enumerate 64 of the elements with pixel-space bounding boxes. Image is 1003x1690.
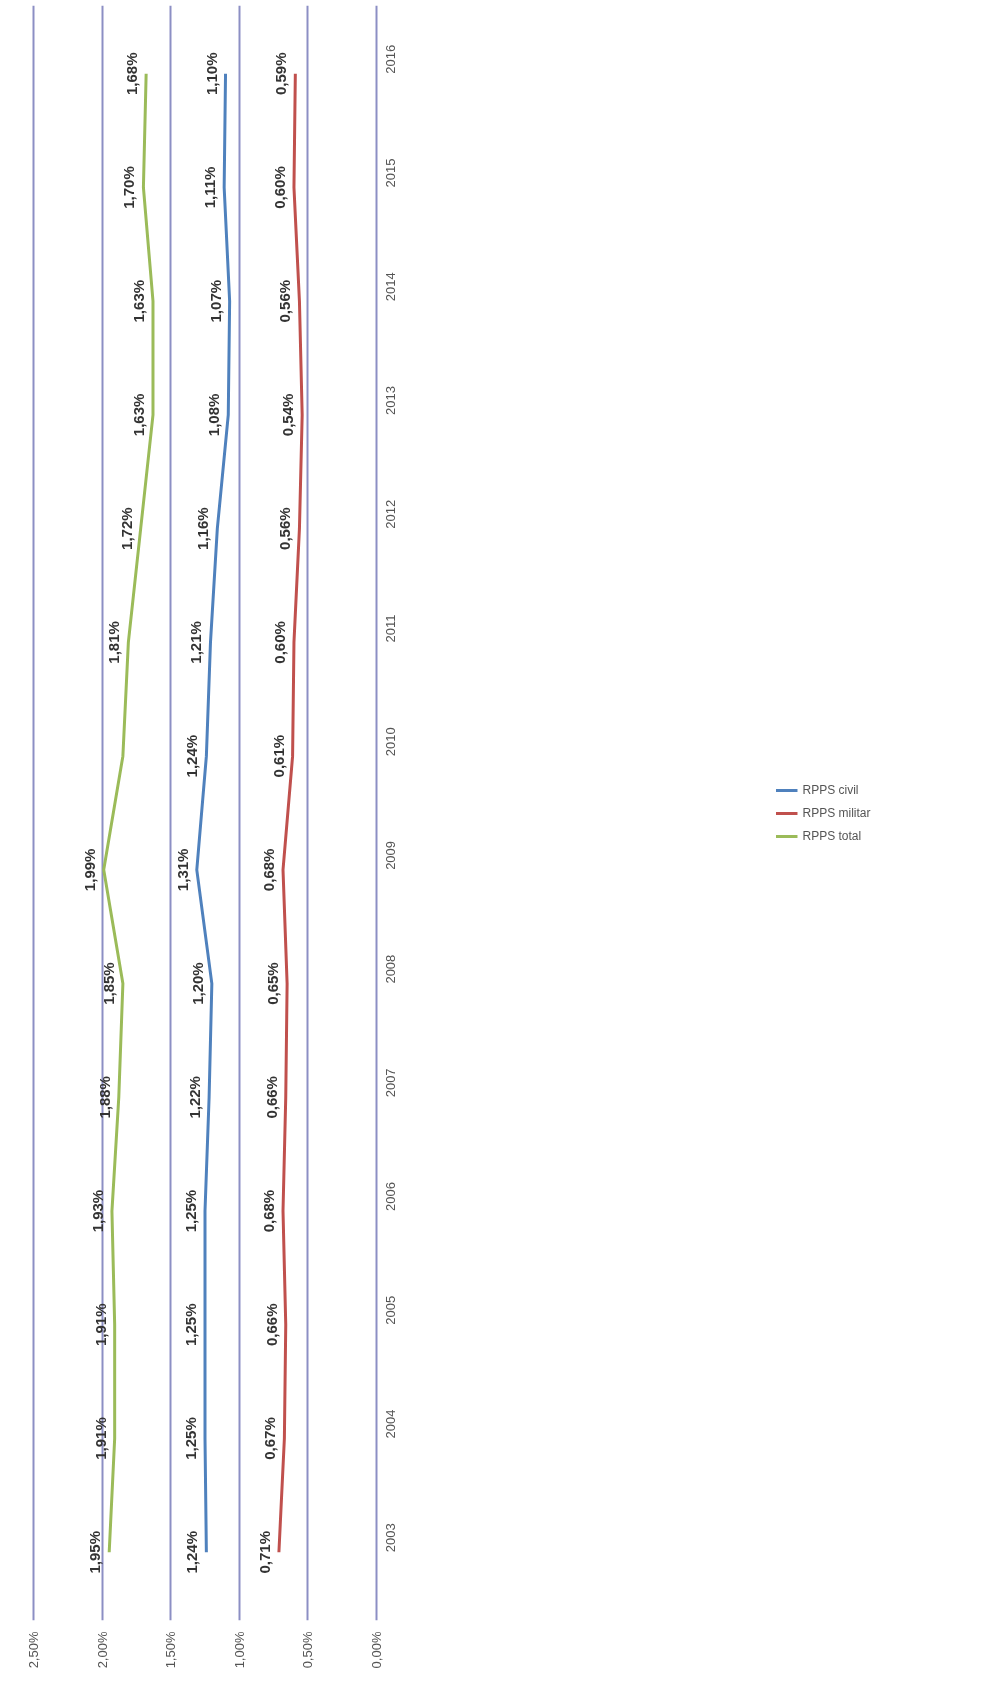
data-label: 0,68% [260,848,278,892]
y-tick-label: 2014 [383,272,398,302]
y-tick-label: 2011 [383,614,398,643]
data-label: 1,22% [186,1076,204,1119]
x-tick-label: 2,50% [26,1631,42,1669]
data-label: 1,63% [129,279,147,323]
data-label: 1,93% [88,1189,106,1233]
legend-label: RPPS civil [802,782,859,797]
data-label: 0,71% [255,1530,273,1574]
x-tick-label: 0,00% [368,1631,384,1669]
data-label: 1,11% [201,166,219,209]
data-label: 0,65% [264,962,282,1005]
y-tick-label: 2008 [383,954,398,984]
y-tick-label: 2009 [383,840,398,870]
y-tick-label: 2013 [383,386,398,415]
data-label: 1,95% [86,1530,104,1574]
y-tick-label: 2015 [383,158,398,188]
data-label: 1,07% [206,279,224,323]
data-label: 1,99% [80,848,98,892]
y-tick-label: 2012 [383,499,398,529]
data-label: 1,81% [105,621,123,664]
y-tick-label: 2005 [383,1295,398,1325]
x-tick-label: 1,50% [163,1631,179,1669]
data-label: 0,66% [262,1076,280,1119]
data-label: 0,54% [279,393,297,437]
data-label: 1,25% [182,1417,199,1460]
data-label: 1,85% [99,962,117,1005]
data-label: 1,21% [187,621,205,664]
y-tick-label: 2010 [383,727,398,757]
data-label: 1,31% [173,848,191,892]
data-label: 0,61% [269,734,287,778]
legend-label: RPPS total [802,828,862,843]
legend-label: RPPS militar [802,805,871,820]
data-label: 1,24% [183,1530,201,1574]
data-label: 1,72% [117,507,135,550]
data-label: 0,67% [261,1417,279,1460]
data-label: 1,91% [91,1303,109,1347]
y-tick-label: 2016 [383,44,398,74]
data-label: 0,56% [276,507,294,550]
y-tick-label: 2003 [383,1523,398,1553]
data-label: 0,68% [260,1189,278,1233]
y-tick-label: 2004 [383,1409,398,1439]
data-label: 1,08% [205,393,223,437]
data-label: 1,68% [123,52,141,96]
y-tick-label: 2006 [383,1182,398,1212]
data-label: 1,88% [95,1076,113,1119]
x-tick-label: 0,50% [300,1631,316,1669]
x-tick-label: 2,00% [94,1631,110,1669]
data-label: 1,16% [194,507,212,550]
data-label: 0,59% [272,52,290,96]
data-label: 0,56% [276,279,294,323]
data-label: 0,66% [262,1303,280,1347]
data-label: 1,20% [188,962,206,1005]
data-label: 1,10% [202,52,220,96]
y-tick-label: 2007 [383,1068,398,1098]
data-label: 1,70% [120,166,138,209]
data-label: 0,60% [270,166,288,209]
x-tick-label: 1,00% [231,1631,247,1669]
data-label: 1,63% [129,393,147,437]
data-label: 1,25% [182,1303,199,1347]
data-label: 1,91% [91,1417,109,1460]
data-label: 1,24% [183,734,201,778]
data-label: 0,60% [270,621,288,664]
data-label: 1,25% [182,1189,199,1233]
